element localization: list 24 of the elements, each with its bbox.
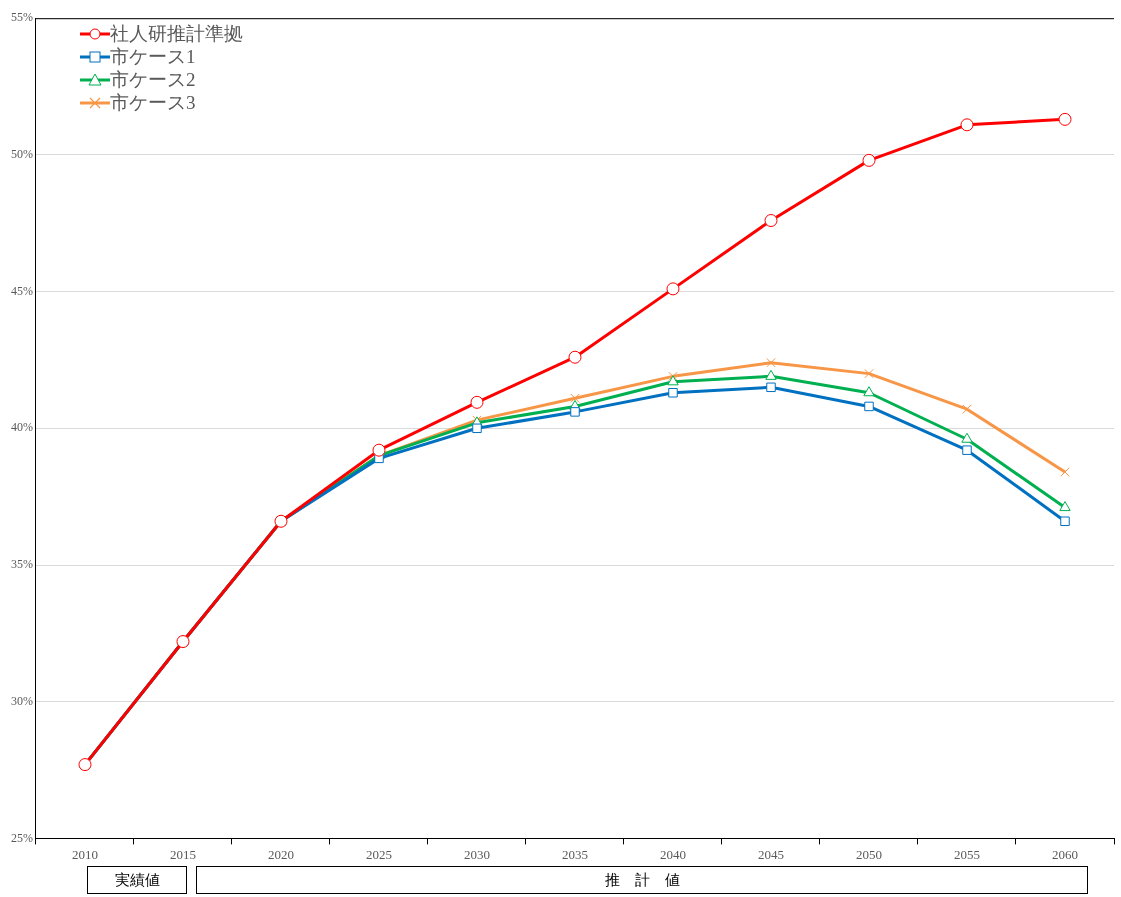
x-tick-label: 2030 [464,846,490,862]
legend-label: 市ケース2 [110,68,196,91]
legend-label: 市ケース1 [110,45,196,68]
x-tick-label: 2045 [758,846,784,862]
text: 推 計 値 [196,866,1088,894]
x-tick-label: 2020 [268,846,294,862]
y-tick-label: 55% [11,10,33,25]
legend-label: 社人研推計準拠 [110,22,243,45]
y-tick-label: 30% [11,693,33,708]
x-tick-label: 2035 [562,846,588,862]
x-tick-label: 2025 [366,846,392,862]
x-tick-label: 2015 [170,846,196,862]
x-tick-label: 2060 [1052,846,1078,862]
x-tick-label: 2055 [954,846,980,862]
y-tick-label: 25% [11,830,33,845]
legend-label: 市ケース3 [110,91,196,114]
x-tick-label: 2050 [856,846,882,862]
y-tick-label: 40% [11,420,33,435]
text: 実績値 [87,866,187,894]
x-tick-label: 2040 [660,846,686,862]
y-tick-label: 45% [11,283,33,298]
y-tick-label: 50% [11,147,33,162]
x-tick-label: 2010 [72,846,98,862]
y-tick-label: 35% [11,557,33,572]
